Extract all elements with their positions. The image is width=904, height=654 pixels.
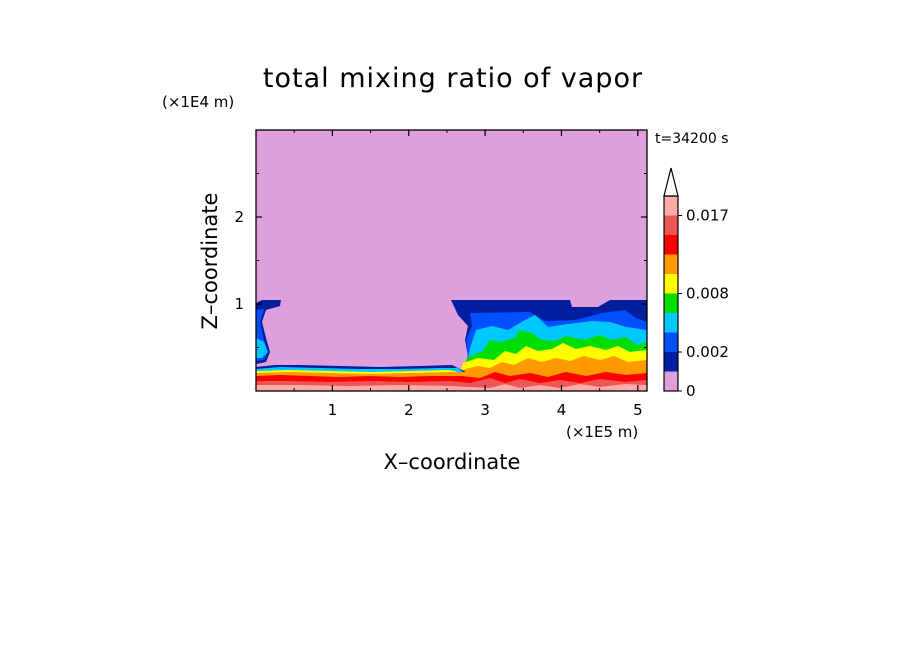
colorbar-swatch xyxy=(664,196,678,216)
x-tick-label-4: 4 xyxy=(557,401,567,419)
y-unit-label: (×1E4 m) xyxy=(162,93,234,111)
colorbar-swatch xyxy=(664,235,678,255)
y-tick-label-1: 1 xyxy=(234,295,244,313)
colorbar-swatch xyxy=(664,332,678,352)
x-axis-label: X–coordinate xyxy=(384,450,521,474)
colorbar-extend-arrow xyxy=(663,167,679,197)
x-tick-label-1: 1 xyxy=(328,401,338,419)
colorbar-swatch xyxy=(664,215,678,235)
colorbar-swatch xyxy=(664,371,678,391)
x-tick-label-2: 2 xyxy=(404,401,414,419)
time-label: t=34200 s xyxy=(655,131,729,147)
contour-left-blob-cyan xyxy=(256,338,268,358)
colorbar-swatch xyxy=(664,274,678,294)
colorbar-swatch xyxy=(664,293,678,313)
contour-field xyxy=(256,130,647,391)
colorbar-tick-label: 0.002 xyxy=(686,343,729,361)
y-tick-label-2: 2 xyxy=(234,208,244,226)
y-axis: 12 xyxy=(234,173,647,348)
colorbar-swatch xyxy=(664,352,678,372)
colorbar-swatch xyxy=(664,254,678,274)
x-axis: 1 2 3 4 5 xyxy=(293,130,643,419)
contour-bottom-pink xyxy=(256,384,647,391)
colorbar: 0 0.002 0.008 0.017 xyxy=(663,167,729,400)
y-axis-label: Z–coordinate xyxy=(198,193,222,330)
colorbar-tick-label: 0 xyxy=(686,382,696,400)
colorbar-tick-label: 0.017 xyxy=(686,207,729,225)
x-unit-label: (×1E5 m) xyxy=(566,423,638,441)
x-tick-label-5: 5 xyxy=(633,401,643,419)
colorbar-swatch xyxy=(664,313,678,333)
x-tick-label-3: 3 xyxy=(480,401,490,419)
colorbar-tick-label: 0.008 xyxy=(686,285,729,303)
chart-title: total mixing ratio of vapor xyxy=(263,63,643,94)
